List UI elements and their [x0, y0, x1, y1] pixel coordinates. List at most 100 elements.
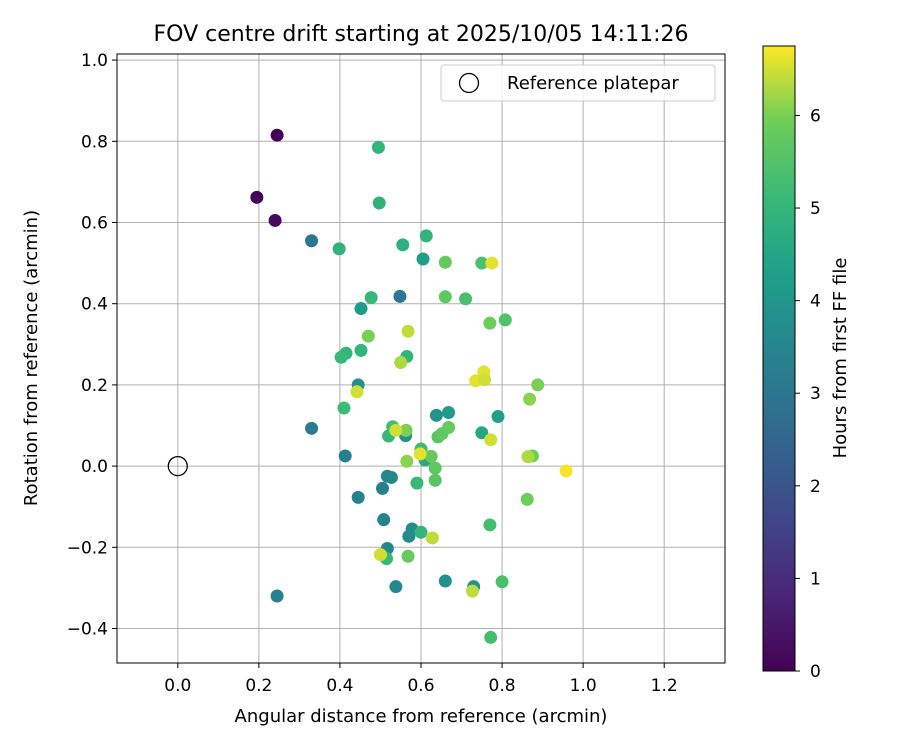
- data-point: [394, 356, 408, 370]
- data-point: [384, 470, 398, 484]
- legend-entry-label: Reference platepar: [507, 73, 679, 94]
- data-point: [428, 473, 442, 487]
- data-point: [399, 423, 413, 437]
- data-point: [475, 426, 489, 440]
- x-axis-ticks: 0.0 0.2 0.4 0.6 0.8 1.0 1.2: [164, 663, 678, 696]
- x-tick-label: 0.0: [164, 676, 191, 696]
- x-tick-label: 0.4: [326, 676, 353, 696]
- data-point: [364, 291, 378, 305]
- data-point: [478, 373, 492, 387]
- y-tick-label: 0.4: [81, 295, 108, 315]
- colorbar-tick-label: 1: [810, 569, 821, 589]
- y-tick-label: 0.2: [81, 376, 108, 396]
- y-tick-label: 0.8: [81, 132, 108, 152]
- y-tick-label: 0.0: [81, 457, 108, 477]
- data-point: [354, 343, 368, 357]
- colorbar-ticks: 0 1 2 3 4 5 6: [795, 106, 821, 682]
- y-tick-label: −0.4: [67, 619, 108, 639]
- colorbar-tick-label: 5: [810, 199, 821, 219]
- data-point: [401, 324, 415, 338]
- data-point: [350, 385, 364, 399]
- colorbar-tick-label: 2: [810, 477, 821, 497]
- colorbar-gradient: [762, 45, 796, 672]
- data-point: [520, 492, 534, 506]
- data-point: [373, 548, 387, 562]
- y-tick-label: −0.2: [67, 538, 108, 558]
- data-point: [354, 302, 368, 316]
- data-point: [377, 513, 391, 527]
- data-point: [372, 196, 386, 210]
- data-point: [438, 255, 452, 269]
- data-point: [429, 408, 443, 422]
- data-point: [438, 574, 452, 588]
- x-axis-label: Angular distance from reference (arcmin): [235, 706, 608, 727]
- data-point: [351, 490, 365, 504]
- x-tick-label: 1.0: [570, 676, 597, 696]
- data-point: [491, 410, 505, 424]
- data-point: [410, 476, 424, 490]
- data-point: [465, 584, 479, 598]
- y-axis-ticks: −0.4 −0.2 0.0 0.2 0.4 0.6 0.8 1.0: [67, 51, 117, 639]
- colorbar-tick-label: 3: [810, 384, 821, 404]
- data-point: [402, 529, 416, 543]
- data-point: [361, 329, 375, 343]
- colorbar-label: Hours from first FF file: [830, 258, 851, 459]
- data-point: [523, 392, 537, 406]
- data-point: [531, 378, 545, 392]
- legend-reference-marker: [458, 72, 480, 94]
- data-point: [483, 316, 497, 330]
- y-tick-label: 0.6: [81, 213, 108, 233]
- data-point: [485, 256, 499, 270]
- data-points: [250, 128, 573, 644]
- chart-title: FOV centre drift starting at 2025/10/05 …: [154, 22, 689, 47]
- data-point: [438, 290, 452, 304]
- data-point: [305, 234, 319, 248]
- data-point: [559, 464, 573, 478]
- data-point: [484, 630, 498, 644]
- data-point: [498, 313, 512, 327]
- grid-lines: [117, 54, 725, 663]
- x-tick-label: 0.8: [489, 676, 516, 696]
- data-point: [442, 421, 456, 435]
- data-point: [428, 461, 442, 475]
- data-point: [371, 140, 385, 154]
- data-point: [270, 589, 284, 603]
- data-point: [484, 433, 498, 447]
- y-axis-label: Rotation from reference (arcmin): [21, 210, 42, 506]
- data-point: [414, 525, 428, 539]
- data-point: [419, 229, 433, 243]
- data-point: [442, 405, 456, 419]
- data-point: [250, 190, 264, 204]
- data-point: [334, 350, 348, 364]
- data-point: [425, 531, 439, 545]
- data-point: [459, 292, 473, 306]
- data-point: [389, 580, 403, 594]
- data-point: [375, 481, 389, 495]
- data-point: [389, 423, 403, 437]
- data-point: [268, 213, 282, 227]
- data-point: [475, 256, 489, 270]
- x-tick-label: 0.6: [407, 676, 434, 696]
- data-point: [521, 450, 535, 464]
- data-point: [401, 549, 415, 563]
- x-tick-label: 0.2: [245, 676, 272, 696]
- data-point: [338, 449, 352, 463]
- reference-platepar-marker: [167, 455, 188, 477]
- data-point: [413, 447, 427, 461]
- reference-point: [167, 455, 188, 477]
- colorbar: 0 1 2 3 4 5 6 Hours from first FF file: [762, 45, 851, 682]
- colorbar-tick-label: 0: [810, 662, 821, 682]
- data-point: [337, 401, 351, 415]
- legend: Reference platepar: [440, 64, 716, 102]
- x-tick-label: 1.2: [651, 676, 678, 696]
- colorbar-tick-label: 4: [810, 292, 821, 312]
- data-point: [270, 128, 284, 142]
- data-point: [393, 289, 407, 303]
- data-point: [396, 238, 410, 252]
- colorbar-tick-label: 6: [810, 106, 821, 126]
- legend-box: [440, 64, 716, 102]
- data-point: [416, 252, 430, 266]
- data-point: [495, 575, 509, 589]
- data-point: [400, 454, 414, 468]
